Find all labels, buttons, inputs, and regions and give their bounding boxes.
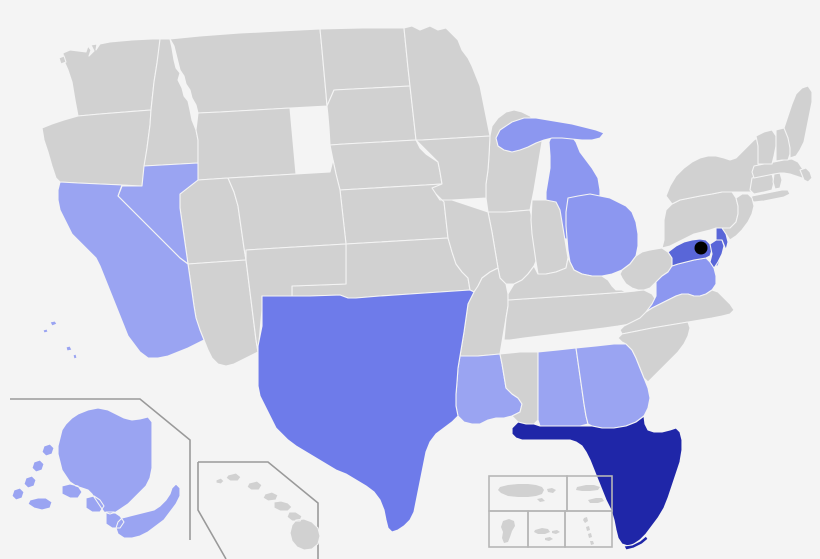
state-OR[interactable] xyxy=(41,109,152,187)
territory-frame-northern-mariana xyxy=(564,510,613,548)
state-VT[interactable] xyxy=(755,129,777,165)
state-WA[interactable] xyxy=(62,38,161,117)
state-MA-cape-cod[interactable] xyxy=(799,167,813,183)
hawaii-inset-frame-left xyxy=(197,462,227,559)
state-CA-channel-islands[interactable] xyxy=(42,320,78,360)
state-KY[interactable] xyxy=(507,257,627,301)
state-FL-keys[interactable] xyxy=(623,535,649,551)
hawaii-islands-group[interactable] xyxy=(215,472,321,551)
state-AK[interactable] xyxy=(11,407,181,539)
territory-VI[interactable] xyxy=(576,485,604,503)
state-CA[interactable] xyxy=(57,181,205,359)
state-WA-islands[interactable] xyxy=(58,55,67,65)
state-HI xyxy=(215,472,321,551)
washington-dc-marker[interactable] xyxy=(694,241,708,255)
state-MN[interactable] xyxy=(403,25,491,141)
state-TX[interactable] xyxy=(257,289,475,533)
territory-MP[interactable] xyxy=(583,517,594,545)
alaska-inset-frame xyxy=(10,398,191,540)
state-SD[interactable] xyxy=(326,85,417,146)
state-MT[interactable] xyxy=(169,28,328,114)
territory-AS[interactable] xyxy=(534,528,560,541)
territory-PR[interactable] xyxy=(498,484,556,502)
state-ME[interactable] xyxy=(783,85,813,159)
state-IA[interactable] xyxy=(415,135,491,201)
state-MI-upper[interactable] xyxy=(495,117,605,153)
state-NJ[interactable] xyxy=(721,193,755,241)
state-WY[interactable] xyxy=(195,107,297,181)
state-RI[interactable] xyxy=(772,172,783,190)
state-KS[interactable] xyxy=(339,183,449,245)
state-SC[interactable] xyxy=(617,321,691,383)
territory-GU[interactable] xyxy=(501,519,515,543)
